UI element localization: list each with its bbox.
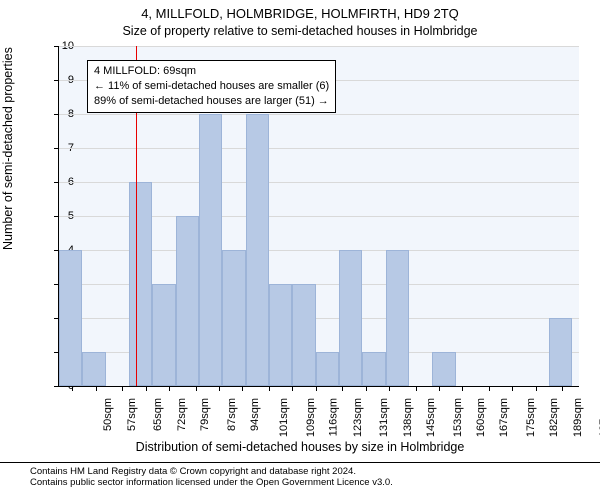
x-tick-label: 167sqm: [498, 398, 510, 437]
x-tick-mark: [196, 386, 197, 391]
x-tick-mark: [122, 386, 123, 391]
histogram-bar: [292, 284, 315, 386]
x-tick-label: 131sqm: [378, 398, 390, 437]
chart-subtitle: Size of property relative to semi-detach…: [0, 24, 600, 38]
x-tick-label: 138sqm: [402, 398, 414, 437]
x-tick-label: 101sqm: [278, 398, 290, 437]
histogram-bar: [316, 352, 339, 386]
x-tick-label: 116sqm: [328, 398, 340, 436]
footer: Contains HM Land Registry data © Crown c…: [0, 462, 600, 488]
x-tick-label: 145sqm: [425, 398, 437, 437]
histogram-bar: [59, 250, 82, 386]
x-tick-label: 72sqm: [176, 398, 188, 431]
x-tick-label: 123sqm: [352, 398, 364, 437]
histogram-bar: [269, 284, 292, 386]
x-tick-mark: [146, 386, 147, 391]
x-tick-label: 160sqm: [475, 398, 487, 437]
x-tick-mark: [536, 386, 537, 391]
histogram-bar: [432, 352, 455, 386]
x-tick-mark: [366, 386, 367, 391]
x-tick-mark: [416, 386, 417, 391]
footer-line-2: Contains public sector information licen…: [30, 477, 600, 488]
annotation-box: 4 MILLFOLD: 69sqm← 11% of semi-detached …: [87, 60, 336, 113]
x-tick-label: 182sqm: [548, 398, 560, 437]
histogram-bar: [199, 114, 222, 386]
x-tick-label: 65sqm: [152, 398, 164, 431]
histogram-bar: [82, 352, 105, 386]
annotation-line-1: 4 MILLFOLD: 69sqm: [94, 64, 329, 79]
x-tick-label: 79sqm: [199, 398, 211, 431]
annotation-line-3: 89% of semi-detached houses are larger (…: [94, 94, 329, 109]
histogram-bar: [222, 250, 245, 386]
x-tick-label: 153sqm: [452, 398, 464, 437]
x-tick-mark: [439, 386, 440, 391]
x-tick-mark: [342, 386, 343, 391]
x-axis-label: Distribution of semi-detached houses by …: [0, 440, 600, 454]
plot-area: 4 MILLFOLD: 69sqm← 11% of semi-detached …: [58, 46, 579, 387]
x-tick-label: 87sqm: [226, 398, 238, 431]
x-tick-mark: [169, 386, 170, 391]
histogram-bar: [362, 352, 385, 386]
gridline: [59, 114, 579, 115]
x-tick-mark: [269, 386, 270, 391]
x-tick-mark: [292, 386, 293, 391]
x-tick-label: 57sqm: [126, 398, 138, 431]
x-tick-mark: [489, 386, 490, 391]
y-axis-label: Number of semi-detached properties: [1, 47, 15, 250]
histogram-bar: [176, 216, 199, 386]
x-tick-label: 109sqm: [305, 398, 317, 437]
histogram-bar: [246, 114, 269, 386]
histogram-bar: [386, 250, 409, 386]
gridline: [59, 148, 579, 149]
x-tick-label: 94sqm: [249, 398, 261, 431]
histogram-bar: [152, 284, 175, 386]
x-tick-label: 189sqm: [572, 398, 584, 437]
annotation-line-2: ← 11% of semi-detached houses are smalle…: [94, 79, 329, 94]
x-tick-mark: [219, 386, 220, 391]
x-tick-mark: [562, 386, 563, 391]
gridline: [59, 46, 579, 47]
x-tick-mark: [512, 386, 513, 391]
x-tick-mark: [242, 386, 243, 391]
x-tick-mark: [316, 386, 317, 391]
chart-title: 4, MILLFOLD, HOLMBRIDGE, HOLMFIRTH, HD9 …: [0, 6, 600, 21]
x-tick-mark: [389, 386, 390, 391]
histogram-bar: [129, 182, 152, 386]
histogram-bar: [339, 250, 362, 386]
histogram-bar: [549, 318, 572, 386]
x-tick-mark: [462, 386, 463, 391]
footer-line-1: Contains HM Land Registry data © Crown c…: [30, 466, 600, 477]
x-tick-label: 175sqm: [525, 398, 537, 437]
x-tick-mark: [96, 386, 97, 391]
x-tick-label: 50sqm: [102, 398, 114, 431]
chart-container: 4, MILLFOLD, HOLMBRIDGE, HOLMFIRTH, HD9 …: [0, 0, 600, 500]
